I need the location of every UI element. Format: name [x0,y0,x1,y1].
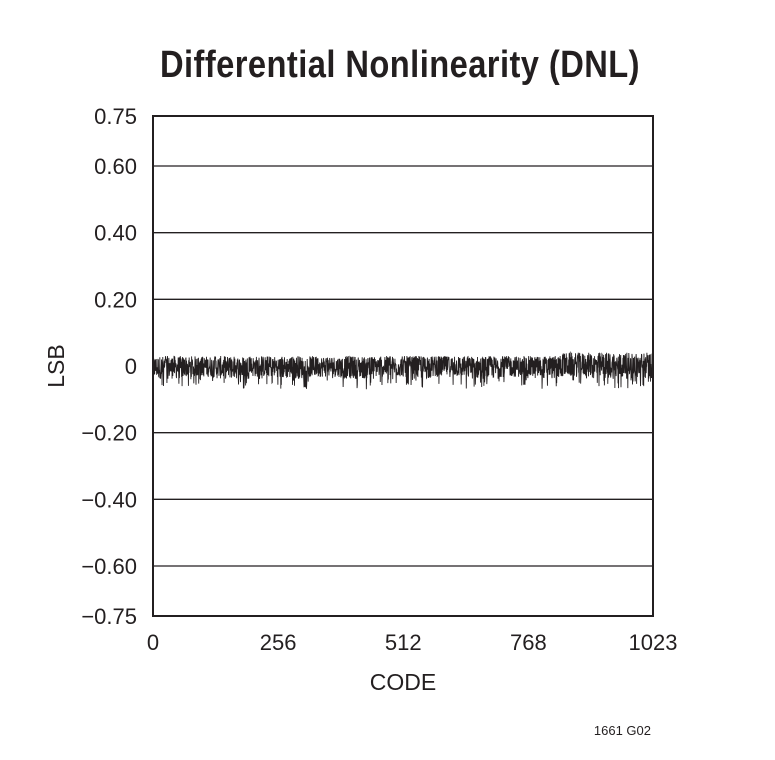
chart-title: Differential Nonlinearity (DNL) [160,44,640,86]
y-tick-label: −0.20 [81,421,137,446]
x-tick-label: 256 [260,630,297,655]
x-tick-labels: 0 256 512 768 1023 [147,630,678,655]
y-tick-label: 0.40 [94,221,137,246]
figure-id: 1661 G02 [594,723,651,738]
y-axis-label: LSB [43,344,69,387]
data-series [152,351,654,390]
grid-lines [153,165,653,567]
y-tick-label: −0.75 [81,604,137,629]
y-tick-labels: 0.75 0.60 0.40 0.20 0 −0.20 −0.40 −0.60 −0.75 [81,104,137,629]
y-tick-label: −0.40 [81,487,137,512]
x-tick-label: 512 [385,630,422,655]
x-tick-label: 768 [510,630,547,655]
y-tick-label: 0.20 [94,287,137,312]
y-tick-label: 0.60 [94,154,137,179]
x-axis-label: CODE [370,669,436,695]
y-tick-label: 0 [125,354,137,379]
y-tick-label: −0.60 [81,554,137,579]
x-tick-label: 1023 [629,630,678,655]
plot-frame [152,115,654,617]
dnl-series-line [152,351,654,390]
y-tick-label: 0.75 [94,104,137,129]
x-tick-label: 0 [147,630,159,655]
